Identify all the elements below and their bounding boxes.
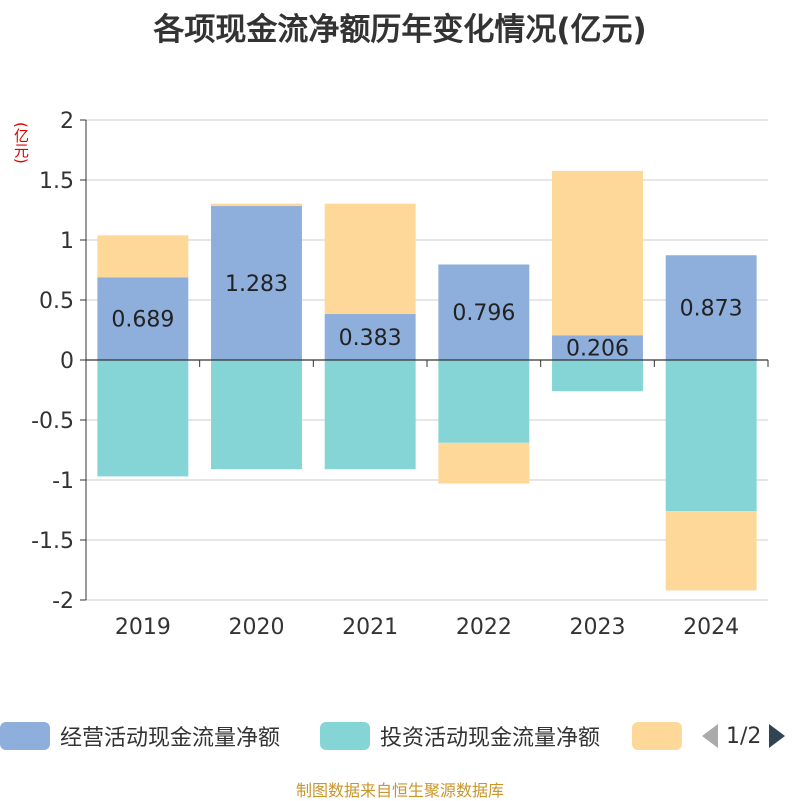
bar-series1-2023 [552,360,643,392]
legend-swatch-financing [632,722,682,750]
chart-title: 各项现金流净额历年变化情况(亿元) [153,12,647,48]
data-source-footer: 制图数据来自恒生聚源数据库 [295,781,504,800]
bar-series0-2024 [665,255,757,360]
bar-series0-2023 [552,335,643,360]
next-page-icon[interactable] [767,722,787,750]
x-tick-label: 2022 [456,615,512,640]
bar-series2-2022 [438,442,530,484]
legend-item-operating[interactable]: 经营活动现金流量净额 [0,716,280,756]
bar-series2-2021 [324,203,416,315]
legend-item-financing[interactable] [632,716,692,756]
legend-swatch-investing [320,722,370,750]
y-axis-unit: (亿元) [12,122,30,164]
y-tick-label: 1.5 [39,169,74,194]
bar-series1-2024 [665,360,757,512]
bar-series2-2020 [211,203,302,207]
x-tick-label: 2020 [229,615,285,640]
x-tick-label: 2024 [683,615,739,640]
y-tick-label: 2 [60,109,74,134]
y-tick-label: 0 [60,349,74,374]
bar-series0-2022 [438,264,530,360]
legend-pager: 1/2 [700,716,787,756]
x-tick-label: 2019 [115,615,171,640]
y-tick-label: -0.5 [31,409,74,434]
legend-item-investing[interactable]: 投资活动现金流量净额 [320,716,600,756]
data-label: 0.873 [680,297,743,322]
x-tick-label: 2023 [570,615,626,640]
legend-swatch-operating [0,722,50,750]
y-tick-label: -1 [52,469,74,494]
bar-series2-2019 [97,235,189,278]
bar-series0-2019 [97,277,189,360]
data-label: 0.206 [566,337,629,362]
legend-label-investing: 投资活动现金流量净额 [380,726,601,751]
bar-series0-2020 [211,206,302,360]
data-label: 0.383 [339,326,402,351]
y-tick-label: -1.5 [31,529,74,554]
data-label: 1.283 [225,272,288,297]
data-label: 0.796 [452,301,515,326]
y-tick-label: 0.5 [39,289,74,314]
legend-label-operating: 经营活动现金流量净额 [60,726,281,751]
bar-series1-2019 [97,360,189,477]
prev-page-icon[interactable] [700,722,720,750]
data-label: 0.689 [111,308,174,333]
bar-series2-2024 [665,511,757,591]
bar-series2-2023 [552,170,643,336]
legend-page-indicator: 1/2 [726,723,762,749]
x-tick-label: 2021 [342,615,398,640]
bar-series1-2020 [211,360,302,470]
bar-series0-2021 [324,314,416,360]
bar-series1-2022 [438,360,530,443]
legend: 经营活动现金流量净额 投资活动现金流量净额 1/2 [0,716,800,756]
y-tick-label: -2 [52,589,74,614]
bar-series1-2021 [324,360,416,470]
y-tick-label: 1 [60,229,74,254]
